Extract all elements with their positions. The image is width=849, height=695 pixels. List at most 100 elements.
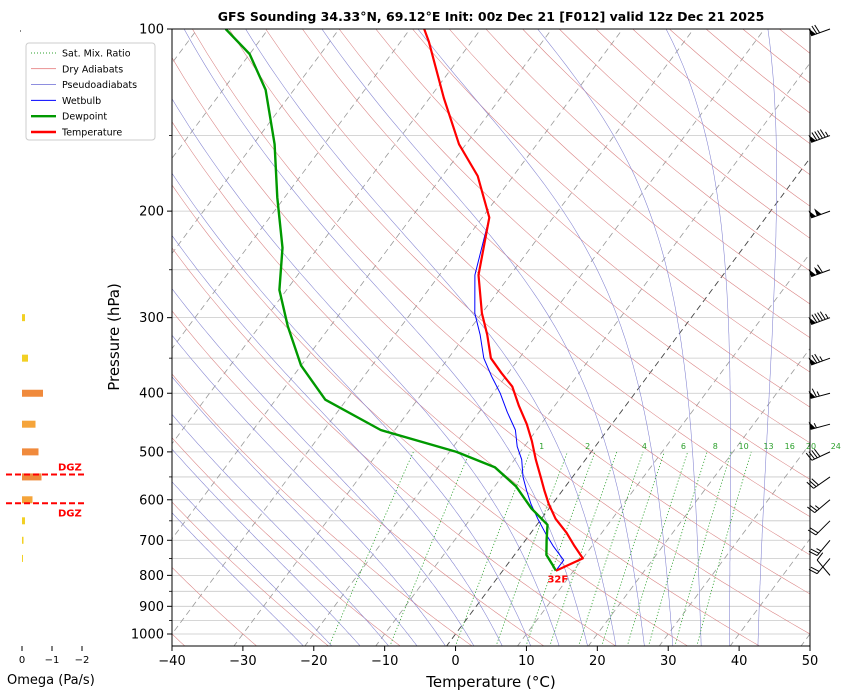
- wind-barb: [808, 208, 831, 219]
- dgz-label: DGZ: [58, 508, 82, 519]
- barb-flag: [808, 316, 816, 325]
- wind-barb: [808, 264, 831, 278]
- omega-tick-label: 0: [19, 655, 25, 666]
- barb-half: [825, 131, 829, 137]
- x-tick-label: −10: [371, 654, 398, 669]
- isotherm-gridline: [172, 29, 624, 635]
- barb-full: [806, 481, 814, 489]
- mixing-ratio-label: 10: [739, 442, 749, 451]
- y-tick-label: 700: [139, 534, 164, 549]
- barb-full: [814, 313, 821, 322]
- barb-full: [809, 504, 818, 512]
- x-tick-label: 30: [660, 654, 677, 669]
- pseudoadiabat: [172, 288, 475, 646]
- barb-staff: [816, 559, 831, 576]
- dewpoint-line: [224, 29, 557, 572]
- barb-staff: [811, 135, 831, 143]
- mixing-ratio-line: [674, 451, 732, 646]
- x-tick-label: 20: [589, 654, 606, 669]
- dry-adiabat: [302, 29, 810, 480]
- mixing-ratio-line: [696, 451, 752, 646]
- dry-adiabat: [172, 567, 258, 646]
- dry-adiabat: [172, 184, 689, 646]
- barb-full: [811, 314, 818, 323]
- dry-adiabat: [172, 373, 473, 646]
- isotherm-gridline: [172, 29, 340, 255]
- wind-barb: [808, 388, 831, 399]
- barb-full: [811, 478, 819, 486]
- barb-staff: [811, 210, 831, 219]
- omega-bar: [22, 420, 36, 428]
- x-tick-label: 40: [731, 654, 748, 669]
- barb-full: [808, 451, 815, 460]
- dry-adiabat: [412, 29, 810, 373]
- barb-flag: [814, 208, 822, 216]
- mixing-ratio-line: [648, 451, 708, 646]
- dry-adiabat: [192, 29, 810, 595]
- dry-adiabat: [172, 247, 617, 646]
- barb-staff: [814, 499, 831, 514]
- mixing-ratio-line: [389, 451, 471, 646]
- pseudoadiabat: [321, 29, 645, 646]
- barb-flag: [808, 421, 816, 430]
- barb-full: [814, 353, 821, 363]
- mixing-ratio-line: [495, 451, 568, 646]
- mixing-ratio-label: 6: [681, 442, 686, 451]
- chart-title: GFS Sounding 34.33°N, 69.12°E Init: 00z …: [218, 9, 765, 24]
- barb-full: [814, 131, 821, 140]
- y-tick-label: 600: [139, 493, 164, 508]
- wind-barb: [808, 539, 831, 557]
- dry-adiabat: [172, 121, 760, 646]
- dgz-label: DGZ: [58, 463, 82, 474]
- legend-label: Wetbulb: [62, 96, 101, 107]
- mixing-ratio-line: [626, 451, 689, 646]
- dry-adiabat: [172, 437, 401, 646]
- mixing-ratio-line: [601, 451, 665, 646]
- dry-adiabat: [172, 57, 810, 635]
- pseudoadiabat: [172, 413, 389, 646]
- mixing-ratio-label: 8: [713, 442, 718, 451]
- barb-full: [811, 25, 818, 35]
- mixing-ratio-line: [525, 451, 596, 646]
- dry-adiabat: [228, 29, 810, 556]
- barb-full: [807, 529, 817, 536]
- pseudoadiabat: [172, 334, 446, 646]
- freezing-level-label: 32F: [547, 575, 568, 586]
- barb-full: [811, 132, 818, 141]
- legend-label: Pseudoadiabats: [62, 80, 137, 91]
- x-tick-label: 0: [451, 654, 459, 669]
- barb-full: [811, 354, 818, 364]
- wind-barb: [808, 311, 831, 325]
- barb-half: [825, 313, 829, 319]
- x-tick-label: −20: [300, 654, 327, 669]
- pseudoadiabat: [172, 481, 333, 646]
- omega-panel: DGZ DGZ 0 −1 −2: [6, 30, 89, 666]
- barb-flag: [808, 28, 816, 36]
- barb-flag: [808, 210, 816, 218]
- x-tick-label: −40: [158, 654, 185, 669]
- isotherm-gridline: [800, 633, 810, 646]
- legend-box: [25, 42, 156, 141]
- pseudoadiabat: [172, 448, 361, 646]
- omega-bar: [22, 314, 25, 322]
- pseudoadiabat: [417, 29, 674, 646]
- barb-full: [805, 452, 813, 461]
- barb-staff: [811, 28, 831, 37]
- y-tick-label: 800: [139, 569, 164, 584]
- barb-full: [819, 311, 826, 320]
- barb-half: [813, 423, 817, 429]
- barb-staff: [811, 451, 831, 461]
- y-tick-label: 200: [139, 205, 164, 220]
- wind-barb: [807, 499, 831, 514]
- barb-staff: [810, 423, 831, 430]
- barb-full: [808, 569, 818, 575]
- barb-full: [808, 480, 817, 488]
- y-tick-label: 400: [139, 387, 164, 402]
- mixing-ratio-line: [578, 451, 644, 646]
- dry-adiabat: [559, 29, 810, 239]
- wind-barb: [808, 353, 831, 366]
- barb-staff: [816, 558, 831, 575]
- barb-full: [811, 450, 818, 459]
- zero-isotherm: [446, 157, 810, 646]
- dry-adiabat: [338, 29, 810, 444]
